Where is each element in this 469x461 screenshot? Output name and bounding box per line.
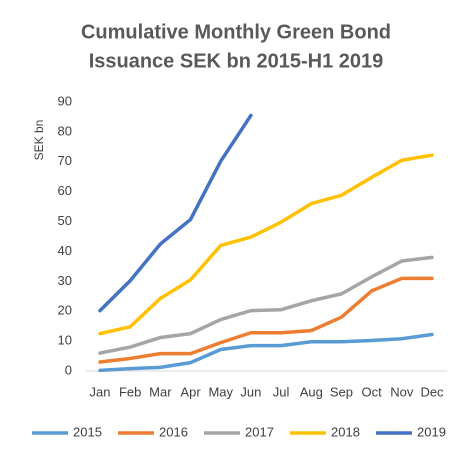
legend-label: 2016 (159, 424, 188, 439)
x-tick-label: Aug (300, 384, 323, 399)
series-line (98, 153, 434, 336)
y-tick-label: 80 (58, 123, 72, 138)
x-tick-label: Jun (240, 384, 261, 399)
x-tick-label: Jul (273, 384, 290, 399)
x-tick-label: Dec (420, 384, 444, 399)
y-tick-label: 60 (58, 183, 72, 198)
series-line (98, 332, 434, 373)
x-tick-label: Mar (149, 384, 172, 399)
legend-label: 2018 (331, 424, 360, 439)
chart-title: Issuance SEK bn 2015-H1 2019 (89, 50, 384, 72)
y-tick-label: 30 (58, 273, 72, 288)
series-line (98, 255, 434, 355)
x-tick-label: Apr (180, 384, 201, 399)
y-tick-label: 20 (58, 303, 72, 318)
y-tick-label: 90 (58, 93, 72, 108)
chart-title: Cumulative Monthly Green Bond (81, 21, 391, 43)
x-tick-label: Sep (330, 384, 353, 399)
x-tick-label: Jan (90, 384, 111, 399)
y-tick-label: 70 (58, 153, 72, 168)
x-tick-label: Oct (362, 384, 383, 399)
series-line (98, 113, 253, 313)
y-tick-label: 0 (65, 362, 72, 377)
legend-label: 2017 (245, 424, 274, 439)
x-tick-label: Feb (119, 384, 141, 399)
y-tick-label: 40 (58, 243, 72, 258)
series-line (98, 276, 434, 364)
legend-label: 2019 (417, 424, 446, 439)
y-tick-label: 50 (58, 213, 72, 228)
legend-label: 2015 (73, 424, 102, 439)
y-tick-label: 10 (58, 333, 72, 348)
x-tick-label: May (208, 384, 233, 399)
y-axis-label: SEK bn (32, 120, 46, 161)
x-tick-label: Nov (390, 384, 414, 399)
